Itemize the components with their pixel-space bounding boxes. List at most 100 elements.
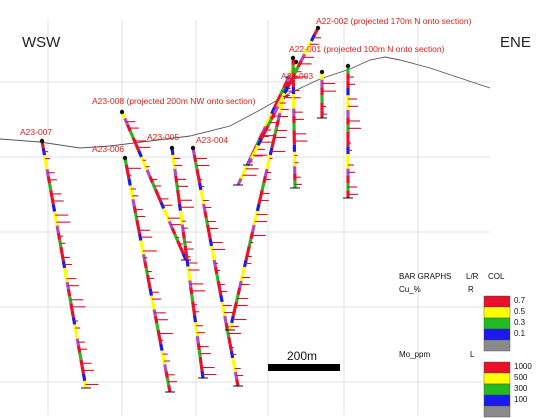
legend-mo-value-3: 100 [514,395,528,404]
drillhole-segment [142,162,149,171]
drillhole-segment [203,210,208,219]
legend-cu-value-2: 0.3 [514,318,526,327]
drillhole-segment [212,259,218,268]
legend-header-col: COL [488,272,505,281]
drillhole-segment [143,260,148,269]
drillhole-segment [264,119,270,128]
drillhole-segment [268,147,274,156]
drillhole-segment [75,338,81,346]
drillhole-segment [231,357,236,366]
drillhole-collar [39,138,45,144]
drillhole-a23-006 [122,155,178,393]
drillhole-segment [207,231,212,240]
drillhole-segment [282,80,289,89]
drillhole-segment [235,378,240,387]
grid-lines [0,20,490,415]
hole-label-a22-002: A22-002 (projected 170m N onto section) [316,16,472,26]
drillhole-segment [270,140,276,149]
legend-cu-value-0: 0.7 [514,296,526,305]
drillhole-segment [81,373,87,382]
legend-mo-value-0: 1000 [514,362,532,371]
drillhole-collar [293,59,299,65]
drillhole-segment [46,176,52,184]
legend-mo-value-1: 500 [514,373,528,382]
drillhole-segment [246,245,251,254]
legend-swatch-0-4 [483,339,511,352]
legend-series-mo-name: Mo_ppm [399,350,431,359]
drillhole-segment [74,331,79,339]
drillhole-segment [253,144,260,153]
drillhole-segment [265,161,271,170]
direction-label-right: ENE [500,34,531,51]
drillhole-segment [236,287,242,296]
legend-swatch-0-3 [483,328,511,341]
legend-swatch-1-4 [483,405,511,418]
drillhole-segment [47,183,53,191]
drillhole-segment [170,227,177,235]
drillhole-segment [225,329,231,338]
drillhole-segment [78,352,83,361]
drillhole-a22-001 [290,55,308,189]
legend-header-lr: L/R [466,272,479,281]
drillhole-segment [70,310,76,318]
drillhole-segment [174,175,179,184]
legend-swatch-1-1 [483,372,511,385]
drillhole-collar [319,69,325,75]
hole-label-a23-008: A23-008 (projected 200m NW onto section) [92,96,256,106]
drillhole-segment [163,364,168,372]
drillhole-segment [187,273,192,281]
drillhole-collar [122,155,128,161]
legend-cu-value-3: 0.1 [514,329,526,338]
drillhole-segment [145,169,152,177]
hole-label-a22-003: A22-003 [281,71,314,81]
drillhole-segment [176,189,181,198]
legend-swatch-0-0 [483,295,511,308]
drillhole-segment [148,175,155,184]
drillhole-segment [128,130,135,139]
legend-header: BAR GRAPHS [399,272,452,281]
drillhole-segment [58,239,63,248]
drillhole-a23-007 [39,138,99,389]
drillhole-segment [162,207,168,216]
drillhole-segment [41,147,47,156]
drillhole-segment [178,210,183,218]
drillhole-segment [241,266,247,275]
drillhole-segment [137,149,143,158]
drillhole-collar [169,145,175,151]
drillhole-segment [195,168,200,177]
drillhole-segment [196,175,202,184]
drillhole-segment [273,105,280,114]
legend-swatches [483,295,511,418]
drillhole-segment [283,85,290,94]
drillhole-segment [199,189,204,198]
legend-swatch-1-2 [483,383,511,396]
drillhole-segment [276,93,283,102]
hole-label-a22-001: A22-001 (projected 100m N onto section) [289,44,445,54]
hole-label-a23-006: A23-006 [92,144,125,154]
drillhole-collar [119,109,125,115]
drillhole-segment [144,267,150,276]
direction-label-left: WSW [22,34,61,51]
drillhole-a23-005 [169,145,217,379]
drillhole-a22-003a [225,75,291,331]
drillhole-segment [215,273,220,282]
drillhole-segment [254,210,259,219]
hole-label-a23-007: A23-007 [20,127,53,137]
drillhole-collar [190,145,196,151]
scale-bar-label: 200m [287,349,318,363]
legend-swatch-0-1 [483,306,511,319]
hole-label-a23-004: A23-004 [196,135,229,145]
drillhole-segment [255,203,261,212]
drillhole-segment [127,178,132,186]
drillhole-segment [275,119,280,128]
drillhole-segment [250,224,256,233]
drillhole-segment [159,343,164,352]
drillhole-segment [131,137,138,145]
drillhole-segment [303,46,310,55]
drillhole-traces [39,25,361,393]
drillhole-segment [153,188,160,197]
drillhole-a22-002 [243,25,321,166]
drillhole-segment [151,302,156,310]
drillhole-segment [55,225,60,234]
